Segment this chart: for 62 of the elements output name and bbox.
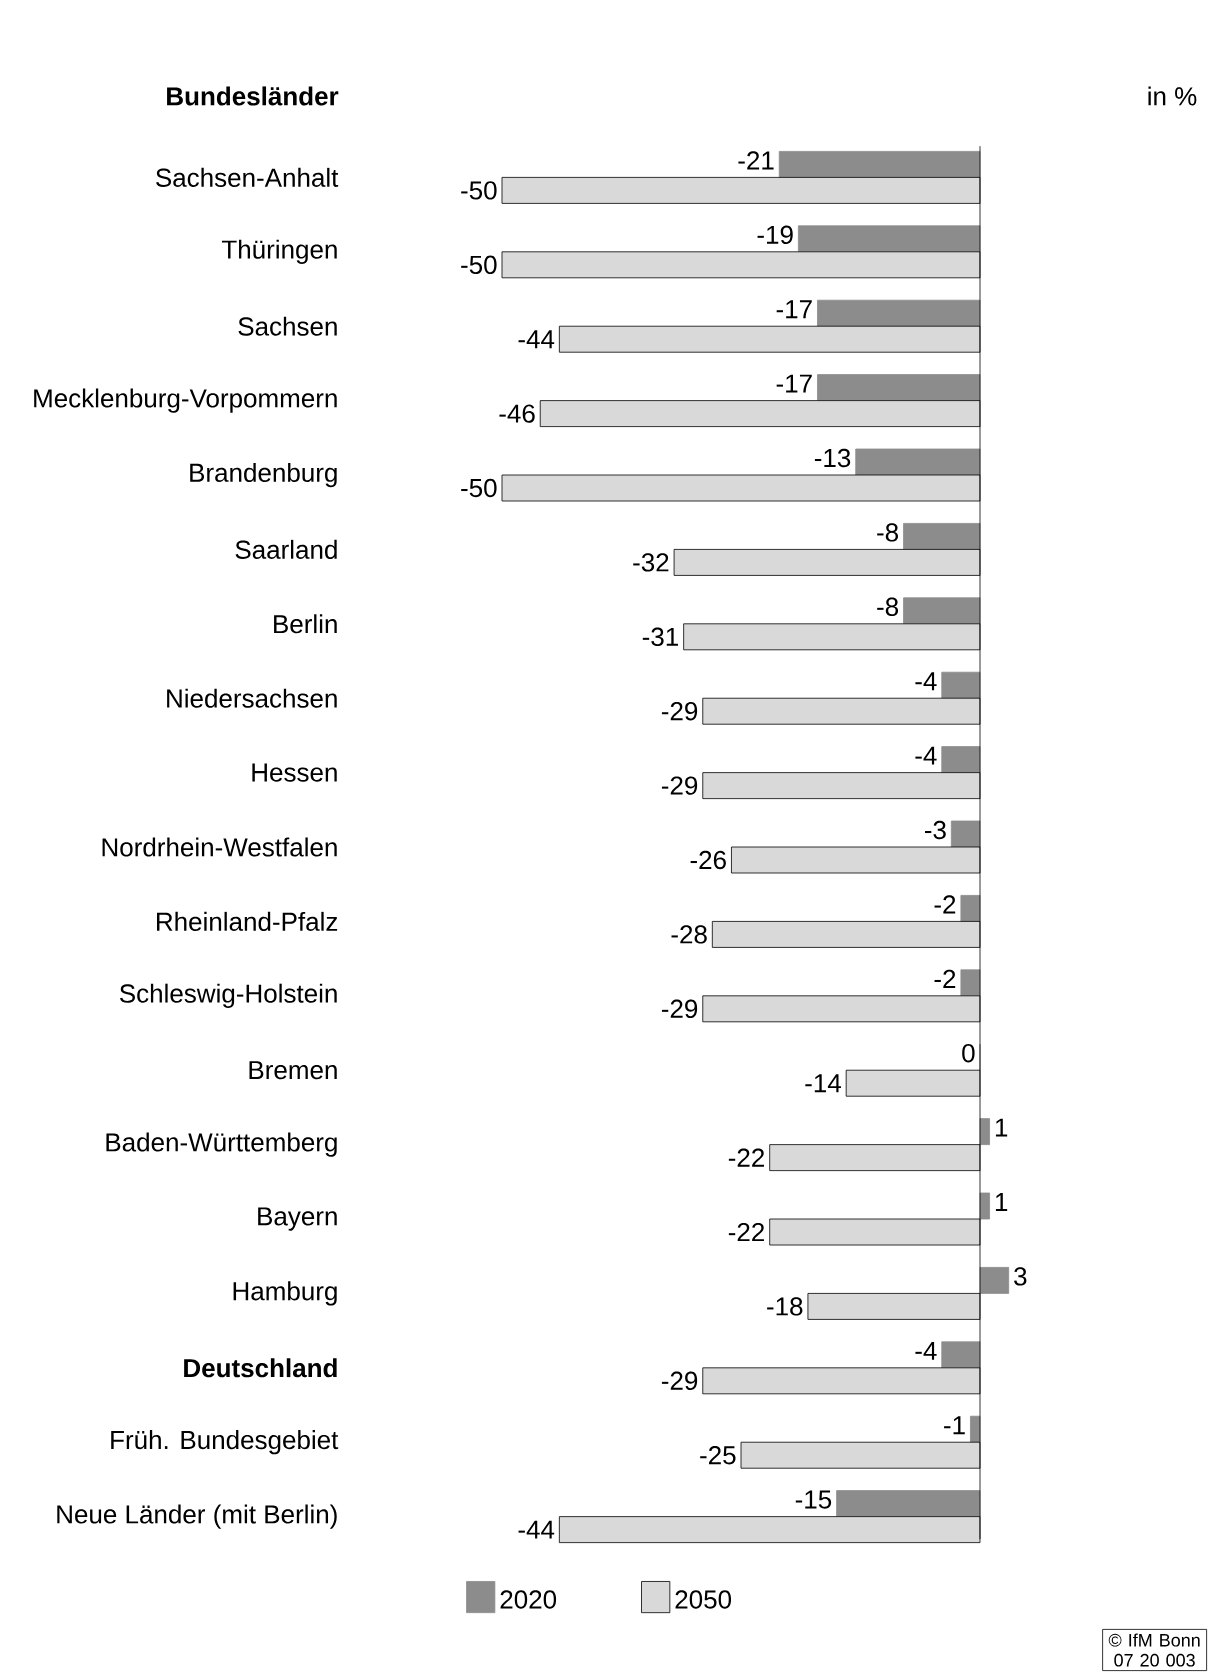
- data-label: -28: [671, 925, 707, 944]
- y-tick-label: Rheinland-Pfalz: [157, 911, 338, 931]
- data-label: -50: [461, 255, 497, 274]
- data-label: -44: [518, 330, 555, 349]
- data-label: -2: [934, 895, 956, 914]
- y-tick-label: Deutschland: [184, 1358, 337, 1378]
- data-label: -32: [633, 553, 669, 572]
- y-tick-label: Früh. Bundesgebiet: [111, 1430, 339, 1455]
- y-tick-label: Bayern: [258, 1207, 337, 1231]
- data-label: -29: [661, 999, 698, 1019]
- y-tick-label: Niedersachsen: [167, 688, 337, 708]
- data-label: -29: [661, 776, 698, 795]
- data-label: -29: [661, 1371, 698, 1391]
- data-label: -1: [944, 1416, 965, 1435]
- y-axis-title: Bundesländer: [167, 86, 339, 106]
- y-tick-label: Sachsen-Anhalt: [156, 167, 339, 187]
- y-tick-label: Bremen: [249, 1061, 337, 1080]
- legend-label: 2050: [675, 1590, 732, 1609]
- data-label: 1: [995, 1118, 1008, 1137]
- data-label: -8: [877, 597, 899, 616]
- data-label: -50: [461, 181, 497, 200]
- data-label: -4: [915, 1341, 937, 1360]
- data-label: -15: [795, 1490, 832, 1509]
- y-tick-label: Schleswig-Holstein: [119, 983, 337, 1008]
- data-label: -13: [814, 448, 851, 468]
- y-tick-label: Neue Länder (mit Berlin): [57, 1504, 337, 1529]
- data-label: -2: [934, 969, 956, 988]
- y-tick-label: Hessen: [252, 763, 337, 782]
- data-label: -31: [642, 627, 678, 646]
- text: © IfM Bonn 07 20 003: [1108, 1633, 1200, 1667]
- data-label: -14: [805, 1074, 841, 1093]
- y-tick-label: Saarland: [235, 539, 337, 559]
- data-label: -3: [924, 820, 946, 840]
- data-label: -29: [661, 702, 698, 721]
- data-label: 3: [1014, 1267, 1027, 1286]
- data-label: 0: [962, 1044, 975, 1063]
- y-tick-label: Mecklenburg-Vorpommern: [34, 388, 337, 413]
- data-label: 1: [995, 1193, 1008, 1211]
- data-label: -18: [767, 1297, 803, 1316]
- data-label: -8: [877, 523, 899, 542]
- y-tick-label: Baden-Württemberg: [106, 1132, 337, 1157]
- y-tick-label: Berlin: [274, 614, 337, 634]
- y-tick-label: Thüringen: [221, 239, 337, 264]
- data-label: -17: [776, 374, 812, 393]
- data-label: -26: [690, 850, 726, 870]
- text: in %: [1148, 86, 1197, 106]
- legend-label: 2020: [500, 1590, 557, 1609]
- y-tick-label: Nordrhein-Westfalen: [102, 837, 337, 857]
- data-label: -22: [728, 1222, 764, 1242]
- y-tick-label: Hamburg: [233, 1281, 337, 1306]
- data-label: -50: [461, 478, 497, 498]
- data-label: -25: [700, 1446, 736, 1465]
- data-label: -19: [757, 225, 793, 244]
- data-label: -21: [738, 151, 774, 170]
- y-tick-label: Brandenburg: [190, 462, 337, 488]
- data-label: -17: [776, 300, 812, 319]
- y-tick-label: Sachsen: [238, 316, 337, 336]
- data-label: -4: [915, 672, 937, 691]
- data-label: -22: [728, 1148, 764, 1167]
- data-label: -4: [915, 746, 937, 765]
- data-label: -46: [499, 404, 535, 423]
- data-label: -44: [518, 1520, 555, 1539]
